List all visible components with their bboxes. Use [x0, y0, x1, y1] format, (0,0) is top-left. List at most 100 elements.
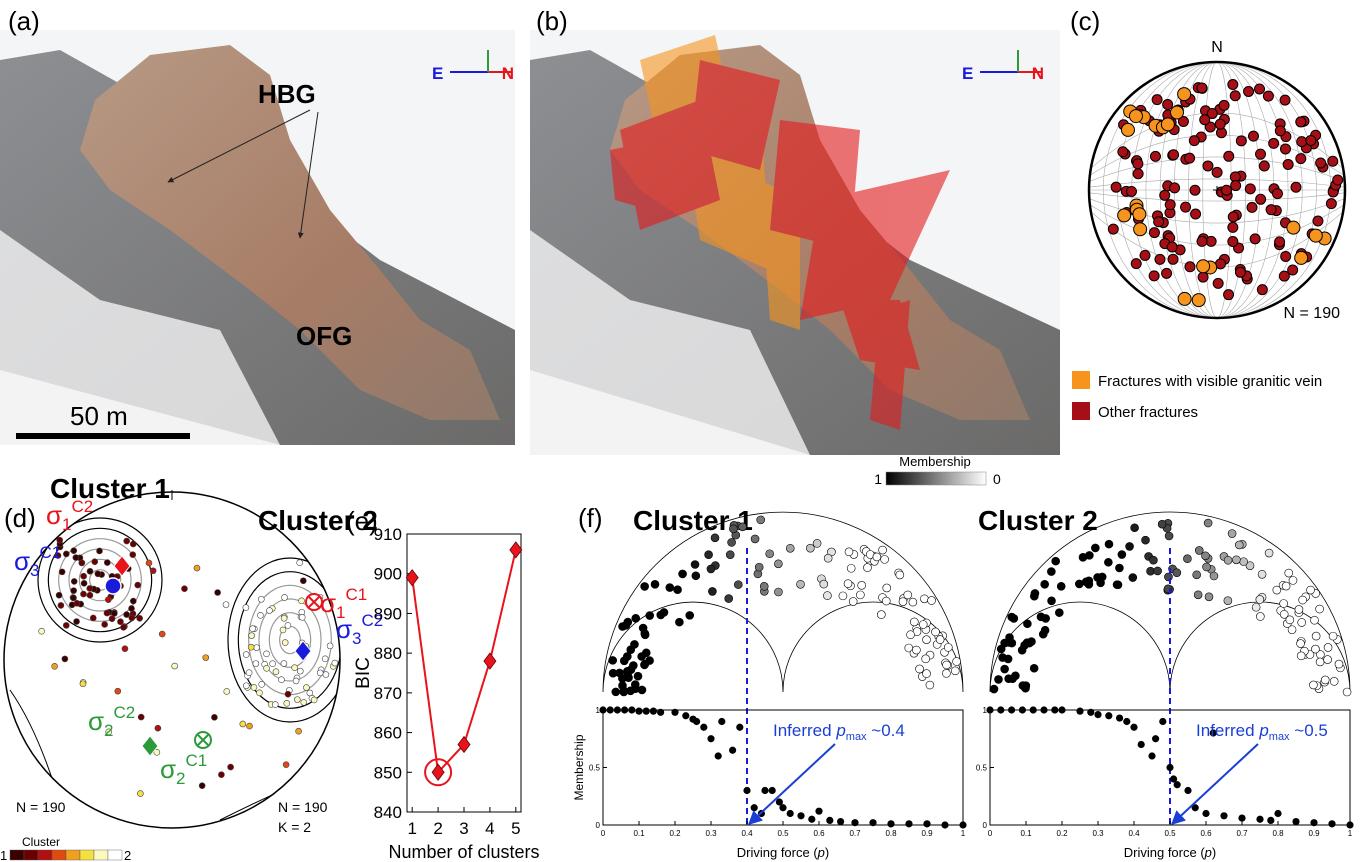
pole — [1333, 175, 1343, 185]
pole — [1181, 202, 1191, 212]
point — [628, 706, 635, 713]
pole — [71, 548, 77, 554]
point — [923, 820, 930, 827]
pole — [296, 728, 302, 734]
mohr-point — [1265, 549, 1273, 557]
mohr-point — [912, 646, 920, 654]
pole — [218, 772, 224, 778]
pole — [71, 588, 77, 594]
pole — [1215, 119, 1225, 129]
x-tick-label: 0 — [988, 829, 993, 838]
pole — [246, 670, 252, 676]
mohr-point — [863, 564, 871, 572]
point — [869, 819, 876, 826]
x-axis-label-part: Driving force ( — [737, 845, 819, 860]
panel-label: (c) — [1070, 6, 1100, 36]
mohr-point — [1183, 555, 1191, 563]
point — [1040, 706, 1047, 713]
pole — [1213, 278, 1223, 288]
mohr-point — [923, 636, 931, 644]
mohr-point — [1193, 571, 1201, 579]
axis-label: E — [962, 64, 973, 83]
y-axis-label: Membership — [572, 734, 586, 800]
mohr-point — [632, 614, 640, 622]
k-label: K = 2 — [278, 819, 311, 835]
pole — [58, 602, 64, 608]
pole — [1230, 91, 1240, 101]
colorbar-cell — [52, 850, 66, 860]
point — [729, 747, 736, 754]
mohr-point — [1075, 580, 1083, 588]
point — [837, 818, 844, 825]
pole — [138, 714, 144, 720]
y-tick-label: 0.5 — [976, 764, 988, 773]
pole — [264, 651, 270, 657]
colorbar-label: 1 — [874, 471, 882, 487]
stress-sup: C1 — [346, 585, 368, 604]
pole — [120, 624, 126, 630]
colorbar-cell — [108, 850, 122, 860]
pole — [130, 598, 136, 604]
pole — [292, 665, 298, 671]
x-axis-label-part: p — [817, 845, 825, 860]
point — [700, 724, 707, 731]
pole — [194, 565, 200, 571]
mohr-point — [1330, 677, 1338, 685]
point — [1152, 735, 1159, 742]
mohr-point — [1055, 609, 1063, 617]
pole — [1190, 185, 1200, 195]
mohr-point — [1105, 540, 1113, 548]
point — [743, 787, 750, 794]
mohr-point — [1228, 530, 1236, 538]
mohr-point — [916, 665, 924, 673]
legend-label: Fractures with visible granitic vein — [1098, 373, 1322, 390]
cluster-title: Cluster 1 — [50, 473, 170, 504]
stress-marker — [295, 641, 311, 661]
pole — [181, 586, 187, 592]
annotation-part: Inferred — [1196, 721, 1259, 740]
annotation-part: ~0.4 — [867, 721, 905, 740]
panel-a: (a) HBG OFG 50 m E N — [0, 6, 515, 445]
pole — [1189, 136, 1199, 146]
axis-label: N — [1032, 64, 1044, 83]
pole — [1250, 234, 1260, 244]
pole — [1296, 154, 1306, 164]
pole — [323, 672, 329, 678]
pole — [71, 578, 77, 584]
mohr-point — [1079, 553, 1087, 561]
annotation: HBG — [258, 79, 316, 109]
pole — [81, 573, 87, 579]
pole — [1244, 86, 1254, 96]
pole — [1275, 126, 1285, 136]
pole — [117, 619, 123, 625]
point — [707, 735, 714, 742]
mohr-point — [1142, 536, 1150, 544]
pole — [1169, 150, 1179, 160]
pole — [1313, 216, 1323, 226]
mohr-point — [725, 595, 733, 603]
point — [1116, 714, 1123, 721]
pole — [224, 688, 230, 694]
mohr-point — [920, 595, 928, 603]
mohr-point — [1203, 563, 1211, 571]
x-tick-label: 0.5 — [777, 829, 789, 838]
pole — [104, 610, 110, 616]
point — [1267, 817, 1274, 824]
pole — [1154, 217, 1164, 227]
pole — [122, 646, 128, 652]
mohr-point — [674, 586, 682, 594]
x-axis-label: Driving force (p) — [1124, 845, 1217, 860]
pole — [105, 597, 111, 603]
mohr-point — [932, 628, 940, 636]
pole — [254, 645, 260, 651]
x-tick-label: 2 — [433, 819, 442, 838]
pole — [115, 688, 121, 694]
pole — [1256, 149, 1266, 159]
x-tick-label: 0.1 — [633, 829, 645, 838]
mohr-point — [1224, 597, 1232, 605]
pole — [130, 552, 136, 558]
mohr-point — [1126, 542, 1134, 550]
pole — [1235, 267, 1245, 277]
mohr-point — [951, 667, 959, 675]
pole — [243, 652, 249, 658]
